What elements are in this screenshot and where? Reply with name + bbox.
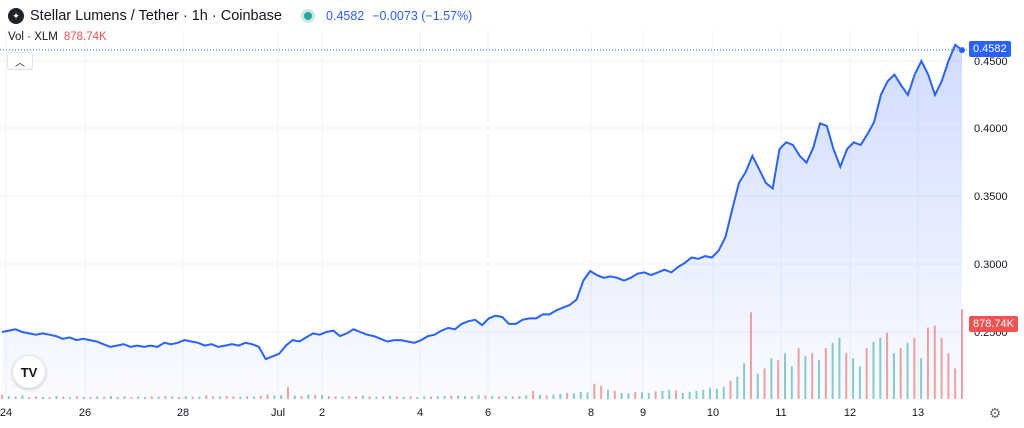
tradingview-logo-icon[interactable]: TV [13, 356, 45, 388]
x-tick-label: 6 [485, 407, 491, 419]
volume-axis-tag: 878.74K [969, 316, 1018, 332]
x-tick-label: 2 [319, 407, 325, 419]
x-tick-label: 10 [707, 407, 719, 419]
x-tick-label: 9 [640, 407, 646, 419]
x-tick-label: 13 [912, 407, 924, 419]
price-line [1, 43, 963, 361]
symbol-title[interactable]: Stellar Lumens / Tether · 1h · Coinbase [30, 8, 283, 24]
x-tick-label: 28 [177, 407, 189, 419]
price-axis-tag: 0.4582 [969, 41, 1011, 57]
x-tick-label: 11 [775, 407, 786, 419]
x-tick-label: 12 [844, 407, 856, 419]
chart-header: ✦ Stellar Lumens / Tether · 1h · Coinbas… [8, 6, 472, 26]
x-tick-label: 24 [0, 407, 12, 419]
x-tick-label: Jul [271, 407, 285, 419]
volume-value: 878.74K [63, 31, 107, 43]
chevron-up-icon: ︿ [15, 57, 25, 69]
collapse-legend-button[interactable]: ︿ [7, 52, 33, 70]
current-price: 0.4582 [326, 9, 365, 23]
market-status-dot-icon [304, 12, 313, 20]
x-tick-label: 8 [588, 407, 594, 419]
y-tick-label: 0.3000 [974, 259, 1008, 271]
y-tick-label: 0.4500 [974, 56, 1008, 68]
x-tick-label: 4 [417, 407, 423, 419]
stellar-logo-icon: ✦ [8, 8, 24, 24]
volume-label: Vol · XLM [8, 31, 58, 43]
price-area-fill [2, 44, 962, 400]
y-tick-label: 0.3500 [974, 191, 1008, 203]
y-tick-label: 0.4000 [974, 123, 1008, 135]
x-axis: 24 26 28 Jul 2 4 6 8 9 10 11 12 13 [0, 407, 924, 419]
last-price-dot [959, 47, 965, 54]
x-tick-label: 26 [79, 407, 91, 419]
volume-legend: Vol · XLM 878.74K [8, 31, 107, 43]
settings-gear-icon[interactable]: ⚙ [988, 404, 1002, 421]
price-change: −0.0073 (−1.57%) [372, 9, 473, 23]
